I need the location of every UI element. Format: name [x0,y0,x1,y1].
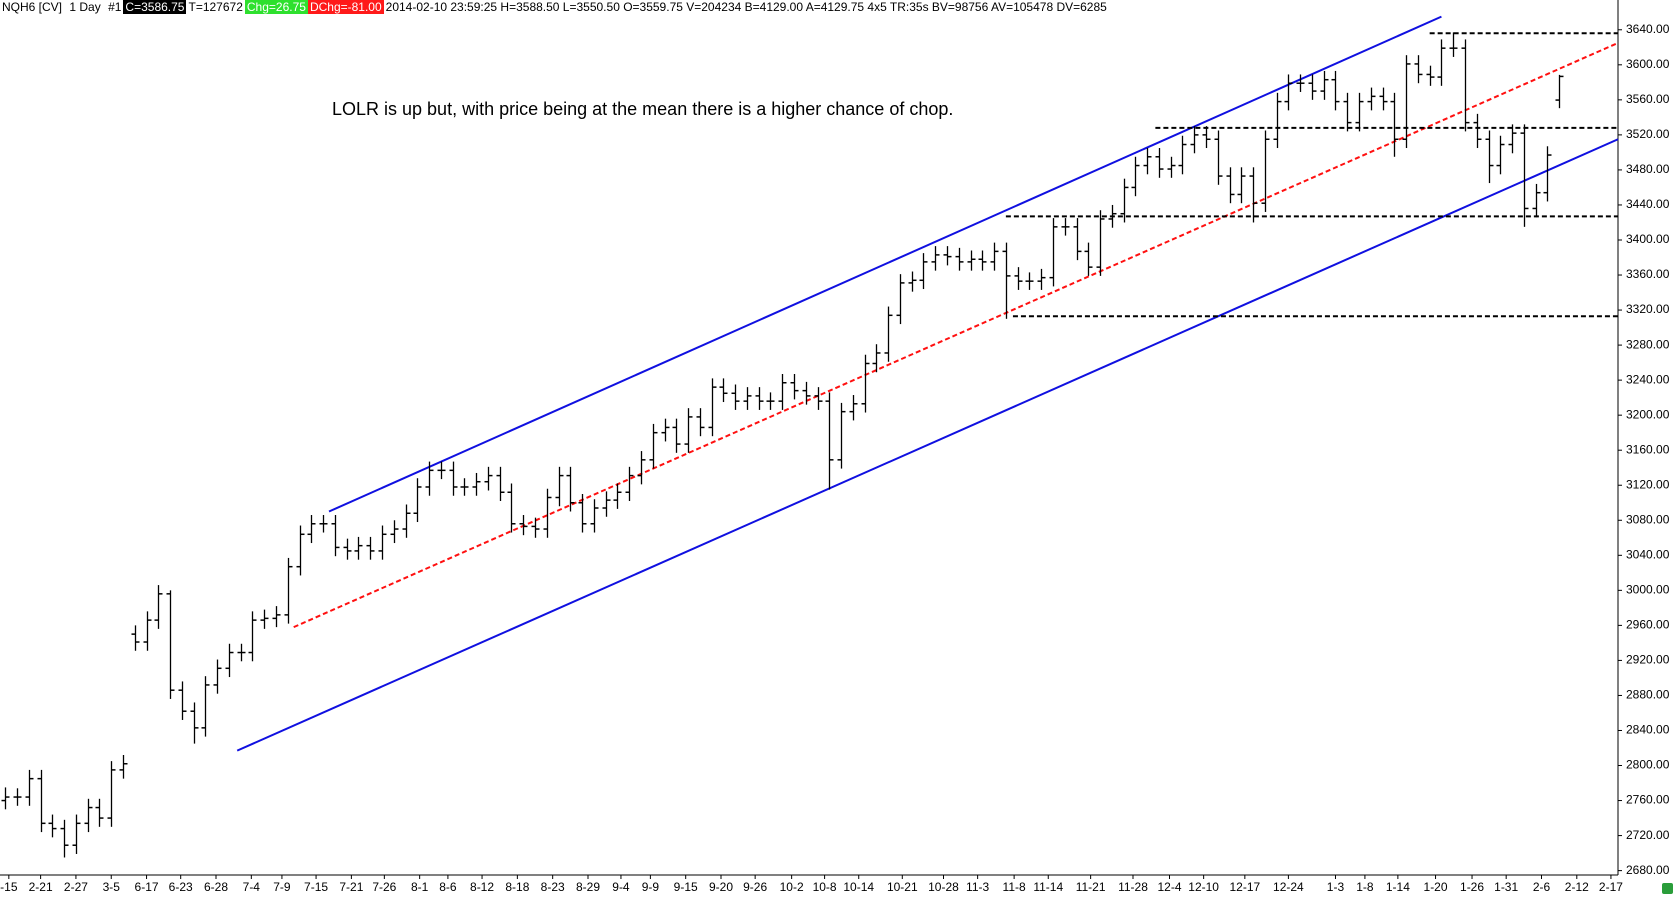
y-tick-label: 3400.00 [1626,232,1670,246]
x-tick-label: 8-29 [576,880,600,894]
x-tick-label: 6-23 [169,880,193,894]
header: NQH6 [CV] 1 Day #1 C=3586.75 T=127672 Chg=2… [0,0,1109,15]
y-tick-label: 3440.00 [1626,197,1670,211]
y-tick-label: 3360.00 [1626,267,1670,281]
status-icon [1662,883,1673,894]
x-tick-label: 8-6 [439,880,457,894]
x-tick-label: 9-26 [743,880,767,894]
x-tick-label: 9-9 [642,880,660,894]
y-tick-label: 2960.00 [1626,618,1670,632]
x-tick-label: 9-4 [612,880,630,894]
x-tick-label: 10-28 [928,880,959,894]
interval: 1 Day [69,0,101,14]
y-tick-label: 2920.00 [1626,653,1670,667]
x-tick-label: 7-9 [273,880,291,894]
x-tick-label: 9-20 [709,880,733,894]
x-tick-label: 12-24 [1273,880,1304,894]
x-tick-label: 9-15 [674,880,698,894]
x-tick-label: 7-15 [304,880,328,894]
ticks: T=127672 [188,0,243,14]
x-tick-label: 12-4 [1157,880,1181,894]
y-tick-label: 3240.00 [1626,372,1670,386]
x-tick-label: 8-18 [505,880,529,894]
x-tick-label: 2-17 [1599,880,1623,894]
y-tick-label: 3280.00 [1626,337,1670,351]
x-tick-label: -15 [0,880,18,894]
trend-line [328,15,1442,513]
x-tick-label: 11-28 [1118,880,1148,894]
y-tick-label: 3000.00 [1626,583,1670,597]
x-tick-label: 2-6 [1533,880,1551,894]
close-box: C=3586.75 [123,0,187,14]
trend-line [293,42,1619,629]
y-tick-label: 2840.00 [1626,723,1670,737]
x-tick-label: 10-2 [780,880,804,894]
y-tick-label: 3200.00 [1626,407,1670,421]
x-tick-label: 6-28 [204,880,228,894]
y-tick-label: 2800.00 [1626,758,1670,772]
x-tick-label: 1-3 [1327,880,1345,894]
x-tick-label: 10-14 [843,880,874,894]
y-tick-label: 2880.00 [1626,688,1670,702]
x-tick-label: 7-21 [339,880,363,894]
x-tick-label: 11-3 [966,880,989,894]
x-tick-label: 7-26 [372,880,396,894]
chart-id: #1 [108,0,122,14]
y-tick-label: 3600.00 [1626,57,1670,71]
x-tick-label: 7-4 [243,880,261,894]
y-tick-label: 2760.00 [1626,793,1670,807]
x-tick-label: 12-10 [1188,880,1219,894]
x-tick-label: 12-17 [1229,880,1260,894]
dchange-box: DChg=-81.00 [307,0,384,14]
x-tick-label: 1-14 [1386,880,1410,894]
change-box: Chg=26.75 [244,0,308,14]
y-tick-label: 3320.00 [1626,302,1670,316]
x-tick-label: 8-12 [470,880,494,894]
trend-line [236,138,1619,752]
annotation: LOLR is up but, with price being at the … [332,99,953,119]
y-tick-label: 3560.00 [1626,92,1670,106]
x-tick-label: 8-23 [541,880,565,894]
y-tick-label: 3120.00 [1626,477,1670,491]
y-tick-label: 3040.00 [1626,547,1670,561]
x-tick-label: 11-14 [1033,880,1063,894]
x-tick-label: 1-20 [1424,880,1448,894]
y-tick-label: 2720.00 [1626,828,1670,842]
y-tick-label: 3080.00 [1626,512,1670,526]
x-tick-label: 10-21 [887,880,918,894]
y-tick-label: 3160.00 [1626,442,1670,456]
x-tick-label: 2-27 [64,880,88,894]
x-tick-label: 2-21 [29,880,53,894]
info: 2014-02-10 23:59:25 H=3588.50 L=3550.50 … [385,0,1107,14]
x-tick-label: 11-21 [1076,880,1106,894]
y-tick-label: 3480.00 [1626,162,1670,176]
y-tick-label: 3520.00 [1626,127,1670,141]
x-tick-label: 11-8 [1003,880,1026,894]
x-tick-label: 6-17 [135,880,159,894]
x-tick-label: 8-1 [411,880,429,894]
x-tick-label: 1-26 [1460,880,1484,894]
y-tick-label: 2680.00 [1626,863,1670,877]
x-tick-label: 1-8 [1356,880,1374,894]
x-tick-label: 1-31 [1494,880,1518,894]
x-tick-label: 10-8 [813,880,837,894]
x-tick-label: 2-12 [1565,880,1589,894]
y-tick-label: 3640.00 [1626,22,1670,36]
x-tick-label: 3-5 [103,880,121,894]
symbol: NQH6 [CV] [2,0,63,14]
